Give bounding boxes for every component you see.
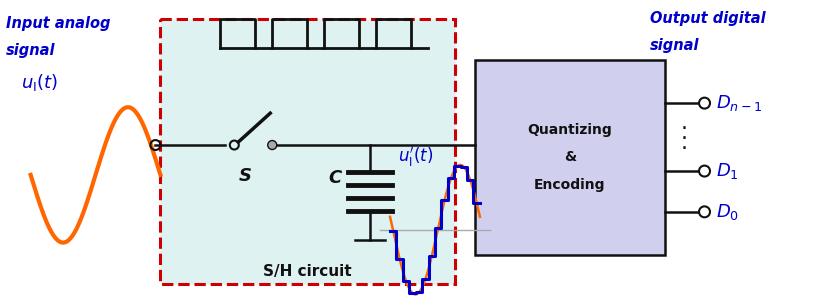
Circle shape xyxy=(699,98,710,109)
Text: Input analog: Input analog xyxy=(6,16,110,31)
Text: &: & xyxy=(564,150,576,165)
Text: S: S xyxy=(239,167,251,185)
Text: ·: · xyxy=(681,129,688,149)
Circle shape xyxy=(699,206,710,217)
Circle shape xyxy=(268,141,276,150)
Text: $D_{n-1}$: $D_{n-1}$ xyxy=(716,93,763,113)
Bar xyxy=(475,60,665,255)
Text: Encoding: Encoding xyxy=(534,178,606,192)
Text: S/H circuit: S/H circuit xyxy=(263,264,352,279)
Text: signal: signal xyxy=(650,37,699,52)
Text: $D_0$: $D_0$ xyxy=(716,202,740,222)
Text: ·: · xyxy=(681,139,688,159)
Text: C: C xyxy=(329,169,342,187)
Text: signal: signal xyxy=(6,42,55,57)
Bar xyxy=(160,19,455,284)
Text: $D_1$: $D_1$ xyxy=(716,161,740,181)
Text: Output digital: Output digital xyxy=(650,11,765,26)
Circle shape xyxy=(699,165,710,177)
Text: $u_{\mathrm{I}}'(t)$: $u_{\mathrm{I}}'(t)$ xyxy=(398,145,433,169)
Text: ·: · xyxy=(681,119,688,139)
Text: Quantizing: Quantizing xyxy=(527,122,612,137)
Text: $u_{\mathrm{I}}(t)$: $u_{\mathrm{I}}(t)$ xyxy=(21,72,58,93)
